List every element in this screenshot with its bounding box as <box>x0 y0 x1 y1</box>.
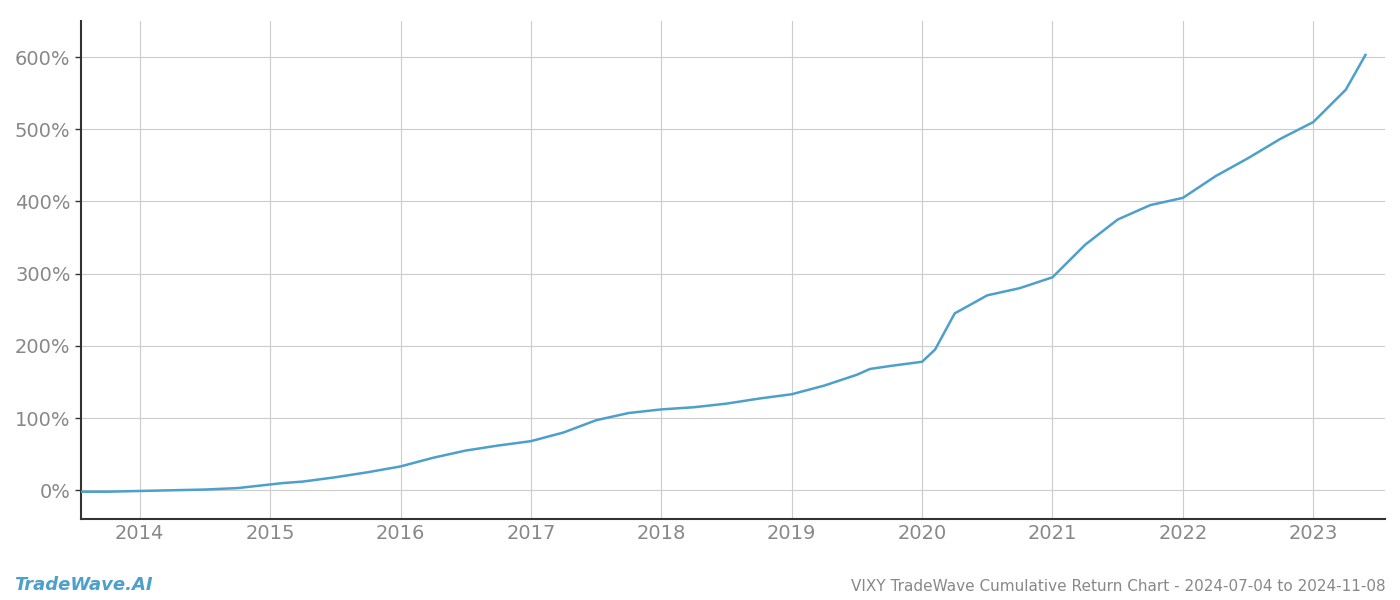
Text: VIXY TradeWave Cumulative Return Chart - 2024-07-04 to 2024-11-08: VIXY TradeWave Cumulative Return Chart -… <box>851 579 1386 594</box>
Text: TradeWave.AI: TradeWave.AI <box>14 576 153 594</box>
